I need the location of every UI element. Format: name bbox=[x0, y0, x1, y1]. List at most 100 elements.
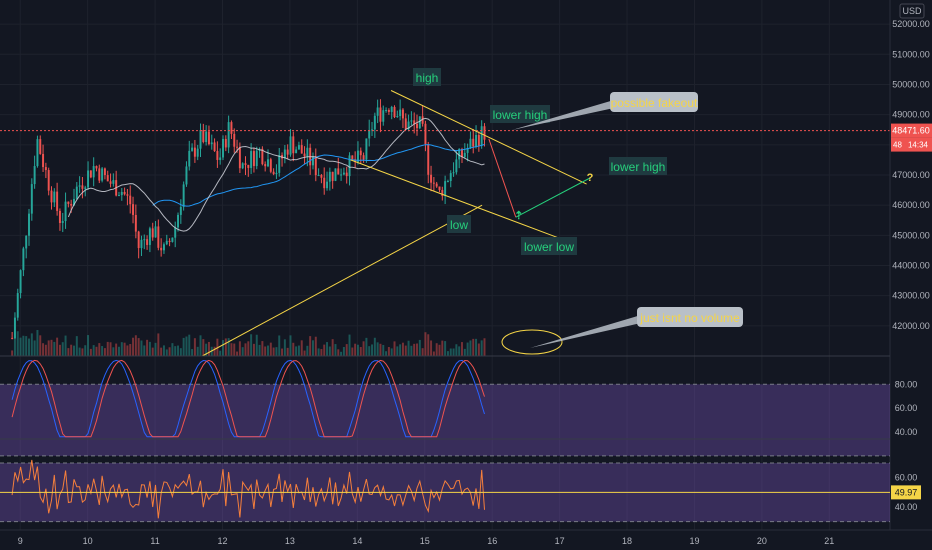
candle-body bbox=[70, 203, 73, 206]
volume-bar bbox=[311, 340, 314, 356]
candle-body bbox=[449, 173, 452, 181]
axis-partial-tag: 48 bbox=[893, 141, 902, 150]
volume-bar bbox=[16, 331, 19, 356]
annotation-text: high bbox=[416, 71, 439, 85]
volume-highlight-ellipse[interactable] bbox=[501, 329, 563, 355]
candle-body bbox=[477, 135, 480, 146]
volume-bar bbox=[435, 343, 438, 356]
candle-body bbox=[250, 151, 253, 168]
candle-body bbox=[345, 172, 348, 177]
volume-bar bbox=[123, 342, 126, 356]
volume-bar bbox=[286, 347, 289, 356]
candle-body bbox=[103, 168, 106, 176]
candle-body bbox=[413, 120, 416, 124]
candle-body bbox=[101, 168, 104, 181]
volume-bar bbox=[404, 345, 407, 356]
candle-body bbox=[233, 133, 236, 147]
volume-bar bbox=[61, 342, 64, 356]
projection-up-line[interactable] bbox=[515, 177, 591, 218]
volume-bar bbox=[303, 350, 306, 356]
candle-body bbox=[47, 170, 50, 191]
time-tick-label: 10 bbox=[83, 536, 93, 546]
candle-body bbox=[109, 181, 112, 184]
volume-bar bbox=[379, 343, 382, 356]
time-tick-label: 18 bbox=[622, 536, 632, 546]
volume-bar bbox=[39, 335, 42, 356]
rsi-line bbox=[11, 459, 485, 519]
annotation-label[interactable]: just isnt no volume bbox=[530, 307, 743, 348]
candle-body bbox=[151, 228, 154, 238]
volume-bar bbox=[334, 344, 337, 356]
volume-bar bbox=[84, 345, 87, 356]
candle-body bbox=[472, 138, 475, 147]
last-price-tag: 48471.60 48 14:34 bbox=[891, 123, 932, 152]
volume-bar bbox=[179, 348, 182, 356]
currency-badge[interactable]: USD bbox=[899, 3, 925, 19]
candle-body bbox=[292, 136, 295, 154]
annotation-label[interactable]: low bbox=[447, 215, 471, 233]
volume-bar bbox=[356, 344, 359, 356]
annotation-label[interactable]: high bbox=[413, 68, 441, 86]
candle-body bbox=[444, 181, 447, 196]
candle-body bbox=[244, 163, 247, 165]
candle-body bbox=[356, 150, 359, 163]
candle-body bbox=[359, 150, 362, 156]
annotation-label[interactable]: lower low bbox=[521, 237, 577, 255]
candle-body bbox=[58, 210, 61, 223]
candle-body bbox=[463, 152, 466, 157]
rising-trendline[interactable] bbox=[202, 204, 483, 357]
volume-bar bbox=[418, 339, 421, 356]
lower-trendline[interactable] bbox=[350, 159, 560, 239]
volume-bar bbox=[461, 342, 463, 356]
volume-bar bbox=[452, 348, 455, 356]
bar-countdown: 14:34 bbox=[908, 141, 929, 150]
candle-body bbox=[297, 145, 300, 150]
annotation-label[interactable]: lower high bbox=[609, 157, 667, 175]
volume-bar bbox=[58, 344, 61, 356]
annotation-text: just isnt no volume bbox=[639, 311, 740, 325]
candle-body bbox=[42, 153, 45, 168]
candle-body bbox=[252, 151, 255, 167]
candle-body bbox=[154, 226, 157, 238]
trend-drawings[interactable]: ⇡? bbox=[202, 90, 594, 357]
currency-label: USD bbox=[902, 6, 922, 16]
candle-body bbox=[241, 163, 244, 169]
candle-body bbox=[219, 157, 222, 160]
annotation-label[interactable]: possible fakeout bbox=[512, 92, 698, 130]
candle-body bbox=[137, 231, 140, 249]
candle-body bbox=[306, 147, 309, 157]
time-axis-ticks[interactable]: 9 10 11 12 13 14 15 16 17 18 19 20 21 bbox=[18, 536, 835, 546]
volume-bar bbox=[112, 347, 115, 356]
volume-bar bbox=[236, 351, 239, 356]
candle-body bbox=[81, 185, 84, 189]
volume-bar bbox=[25, 336, 28, 356]
volume-bar bbox=[67, 348, 70, 356]
annotations[interactable]: high lower high possible fakeout lower high… bbox=[413, 68, 743, 348]
volume-bar bbox=[140, 340, 143, 356]
volume-bar bbox=[191, 349, 194, 356]
candle-body bbox=[53, 191, 56, 203]
projection-down-line[interactable] bbox=[488, 138, 517, 218]
rsi-value-tag-bg bbox=[891, 485, 921, 500]
volume-bar bbox=[92, 345, 95, 356]
candle-body bbox=[73, 198, 75, 206]
volume-bar bbox=[348, 334, 351, 356]
volume-bar bbox=[390, 348, 393, 356]
volume-bars bbox=[11, 329, 486, 356]
volume-bar bbox=[78, 347, 81, 356]
candle-body bbox=[112, 180, 115, 184]
time-tick-label: 13 bbox=[285, 536, 295, 546]
volume-bar bbox=[143, 345, 146, 356]
candle-body bbox=[98, 168, 101, 181]
volume-bar bbox=[393, 341, 396, 356]
annotation-label[interactable]: lower high bbox=[490, 105, 550, 123]
callout-pointer bbox=[530, 315, 641, 348]
candle-body bbox=[407, 121, 410, 130]
candle-body bbox=[199, 130, 202, 149]
volume-bar bbox=[368, 346, 371, 356]
volume-bar bbox=[199, 335, 202, 356]
upper-trendline[interactable] bbox=[390, 90, 587, 185]
volume-bar bbox=[132, 337, 135, 356]
volume-bar bbox=[472, 338, 475, 356]
